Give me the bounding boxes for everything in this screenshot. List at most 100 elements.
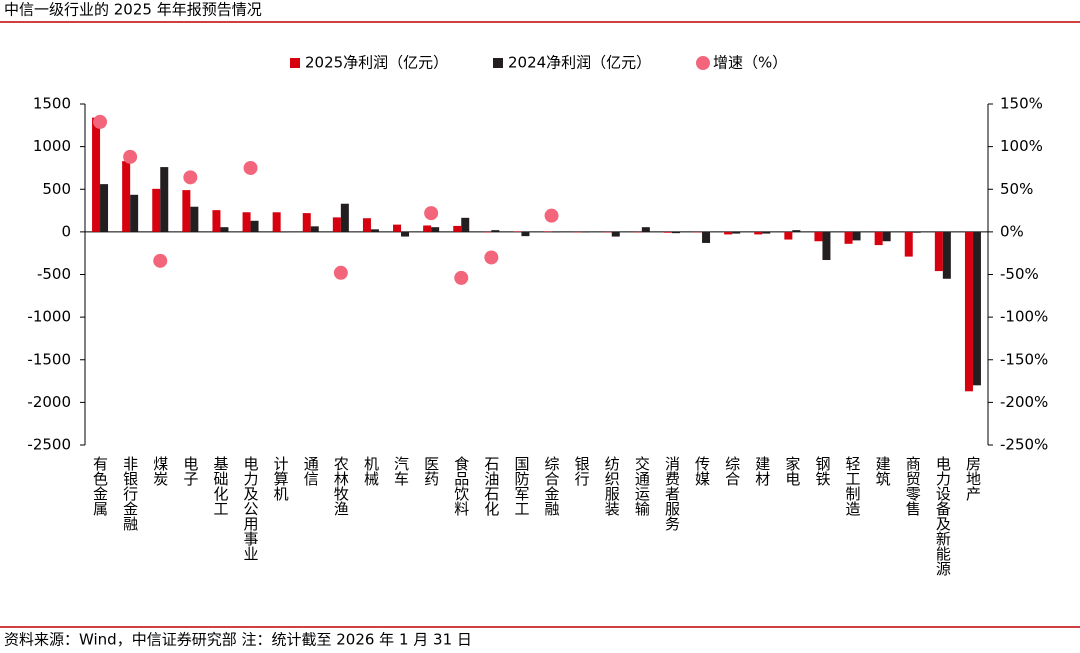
bar (814, 231, 823, 242)
bar (792, 230, 801, 232)
bar (401, 231, 410, 237)
bar (663, 231, 672, 233)
bar (340, 203, 349, 232)
x-tick-label: 家电 (783, 456, 801, 486)
x-tick-label: 电力及公用事业 (242, 456, 260, 561)
x-tick-label: 传媒 (693, 456, 711, 486)
bar (822, 231, 831, 261)
y2-tick-label: -50% (1000, 265, 1039, 283)
x-tick-label: 机械 (362, 456, 380, 486)
bar (852, 231, 861, 241)
y-tick-label: 1000 (33, 137, 71, 155)
bar (972, 231, 981, 386)
bar (611, 231, 620, 237)
bar (694, 231, 703, 233)
bar (754, 231, 763, 235)
bar (874, 231, 883, 246)
legend-dot (696, 56, 710, 70)
growth-dot (454, 270, 469, 285)
bar (724, 231, 733, 235)
growth-dot (333, 265, 348, 280)
bar (92, 117, 101, 232)
bar (603, 231, 612, 233)
bar (220, 227, 229, 232)
bar (513, 231, 522, 232)
x-tick-label: 国防军工 (512, 456, 530, 516)
x-tick-label: 基础化工 (211, 456, 229, 516)
growth-dot (424, 206, 439, 221)
bar (130, 194, 139, 232)
y-tick-label: -1500 (27, 350, 71, 368)
x-tick-label: 有色金属 (91, 456, 109, 516)
bar (543, 231, 552, 232)
bar (964, 231, 973, 392)
legend-label: 2024净利润（亿元） (508, 54, 651, 72)
growth-dot (484, 250, 499, 265)
growth-dot (183, 170, 198, 185)
bar (671, 231, 680, 234)
x-tick-label: 消费者服务 (663, 456, 681, 532)
bar (212, 210, 221, 232)
bar (912, 231, 921, 233)
chart-title: 中信一级行业的 2025 年年报预告情况 (4, 1, 262, 19)
y2-tick-label: 50% (1000, 180, 1033, 198)
bar (934, 231, 943, 272)
x-tick-label: 煤炭 (151, 456, 169, 486)
y2-tick-label: 100% (1000, 137, 1043, 155)
bar (370, 229, 379, 232)
bar (491, 230, 500, 232)
growth-dot (93, 114, 108, 129)
x-tick-label: 银行 (573, 456, 591, 487)
bar (483, 231, 492, 233)
bar (641, 227, 650, 232)
x-tick-label: 医药 (422, 456, 440, 487)
bar (190, 206, 199, 232)
source-note: 资料来源：Wind，中信证券研究部 注：统计截至 2026 年 1 月 31 日 (4, 631, 472, 649)
x-tick-label: 轻工制造 (844, 456, 862, 517)
bar (581, 231, 590, 233)
x-tick-label: 电力设备及新能源 (934, 456, 952, 576)
legend-label: 增速（%） (713, 54, 787, 72)
y-tick-label: -1000 (27, 308, 71, 326)
bar (250, 220, 259, 232)
bar (332, 217, 341, 232)
x-tick-label: 非银行金融 (121, 456, 139, 531)
y2-tick-label: 0% (1000, 222, 1024, 240)
y2-tick-label: -100% (1000, 308, 1048, 326)
bar (732, 231, 741, 234)
growth-dot (243, 160, 258, 175)
bar (100, 184, 109, 232)
legend-label: 2025净利润（亿元） (305, 54, 448, 72)
growth-dot (153, 253, 168, 268)
bar (633, 231, 642, 233)
x-tick-label: 计算机 (272, 456, 290, 502)
bar (702, 231, 711, 243)
legend-swatch (290, 58, 300, 68)
y-tick-label: 0 (61, 222, 71, 240)
x-tick-label: 通信 (302, 456, 320, 486)
bar (160, 167, 169, 232)
y-tick-label: -500 (37, 265, 71, 283)
y2-tick-label: -250% (1000, 436, 1048, 454)
bar (272, 212, 281, 232)
bar (762, 231, 771, 234)
x-tick-label: 房地产 (964, 456, 982, 501)
bar (431, 227, 440, 232)
x-tick-label: 商贸零售 (904, 456, 922, 516)
x-tick-label: 农林牧渔 (332, 456, 350, 516)
y2-tick-label: -150% (1000, 350, 1048, 368)
x-tick-label: 电子 (181, 456, 199, 486)
y2-tick-label: 150% (1000, 95, 1043, 113)
y-tick-label: 1500 (33, 95, 71, 113)
bar (551, 231, 560, 233)
bar (521, 231, 530, 237)
bar (423, 225, 432, 232)
x-tick-label: 建材 (753, 456, 771, 486)
bar (310, 226, 319, 232)
x-tick-label: 纺织服装 (603, 456, 621, 516)
x-tick-label: 汽车 (392, 456, 410, 486)
growth-dot (544, 208, 559, 223)
x-tick-label: 综合金融 (543, 456, 561, 516)
